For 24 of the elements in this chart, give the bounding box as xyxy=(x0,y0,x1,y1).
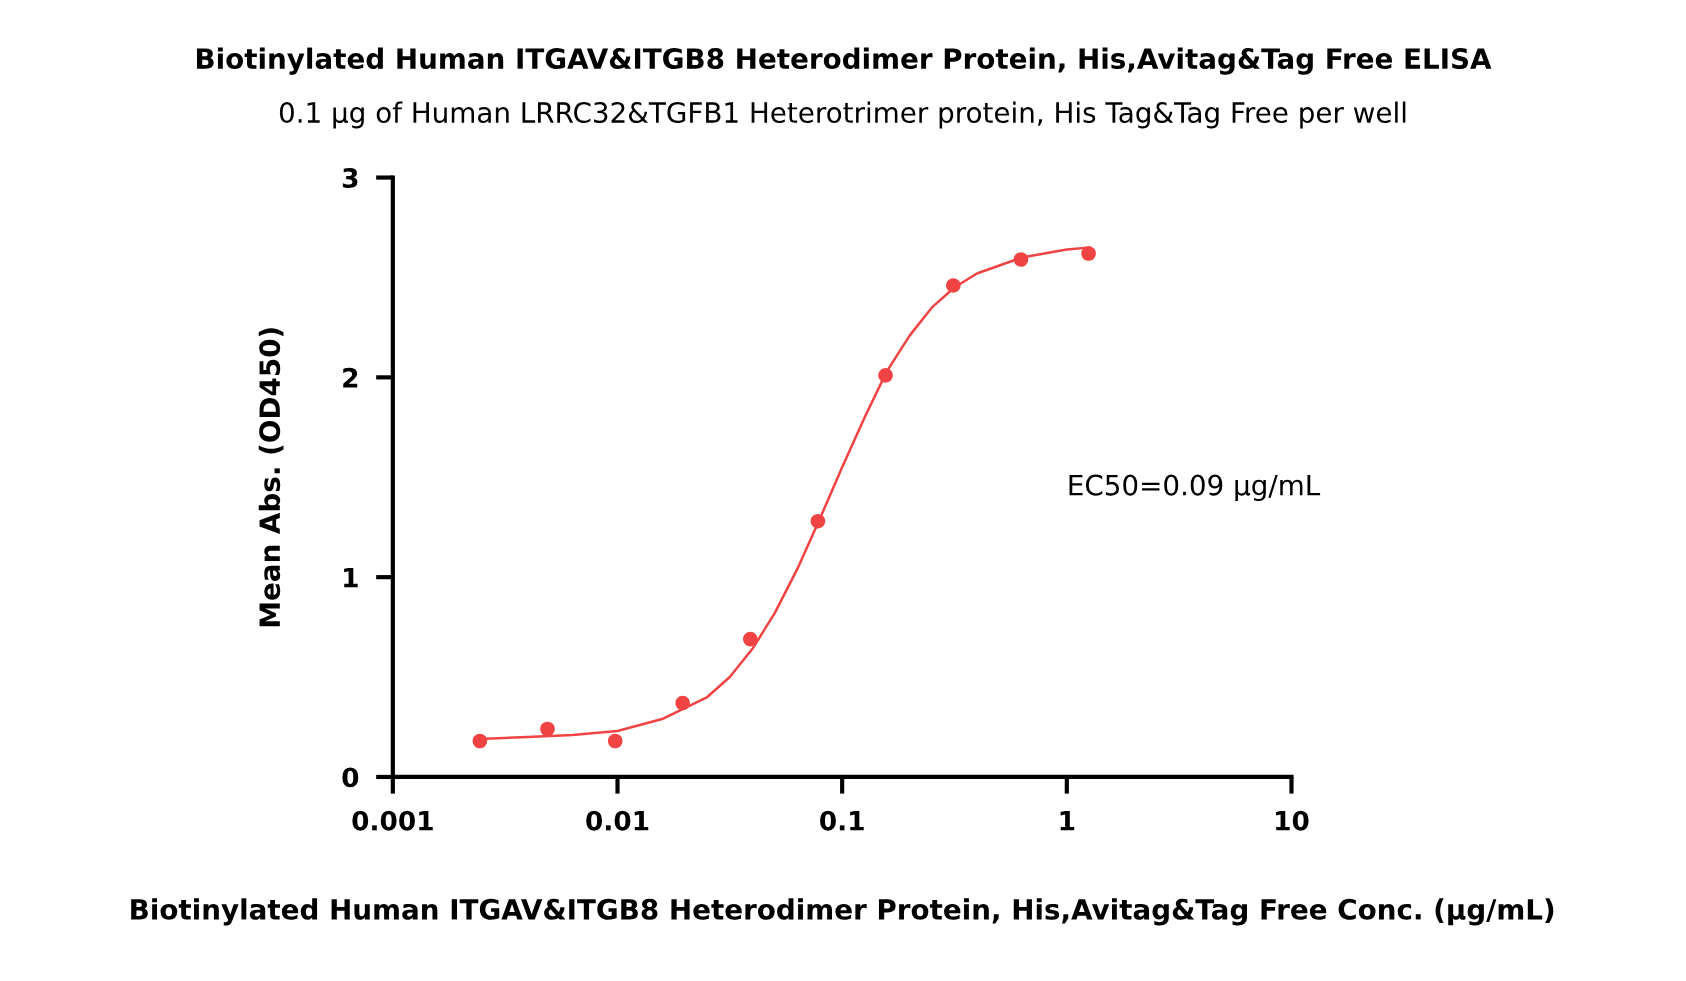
x-tick-label: 10 xyxy=(1276,810,1309,831)
y-tick-label: 1 xyxy=(344,567,358,588)
chart-subtitle: 0.1 μg of Human LRRC32&TGFB1 Heterotrimer protein, His Tag&Tag Free per well xyxy=(279,101,1406,129)
point xyxy=(540,721,555,737)
x-tick-label: 0.01 xyxy=(586,810,649,831)
point xyxy=(946,278,961,293)
x-tick-label: 1 xyxy=(1060,811,1075,831)
x-axis-title: Biotinylated Human ITGAV&ITGB8 Heterodimer Protein, His,Avitag&Tag Free Conc. (μg/mL) xyxy=(131,898,1554,926)
y-tick-label: 2 xyxy=(343,367,358,388)
point xyxy=(472,733,488,749)
point xyxy=(675,695,690,711)
y-axis-title: Mean Abs. (OD450) xyxy=(258,328,284,627)
chart-title: Biotinylated Human ITGAV&ITGB8 Heterodimer Protein, His,Avitag&Tag Free ELISA xyxy=(197,47,1492,75)
x-tick-label: 0.001 xyxy=(352,810,433,831)
annotation: EC50=0.09 μg/mL xyxy=(1069,474,1321,502)
point xyxy=(743,631,758,647)
y-tick-label: 0 xyxy=(342,767,359,788)
point xyxy=(810,513,826,529)
point xyxy=(607,733,623,749)
point xyxy=(878,368,893,383)
x-tick-label: 0.1 xyxy=(820,810,864,831)
point xyxy=(1081,246,1096,261)
point xyxy=(1013,252,1029,267)
y-tick-label: 3 xyxy=(342,168,358,188)
